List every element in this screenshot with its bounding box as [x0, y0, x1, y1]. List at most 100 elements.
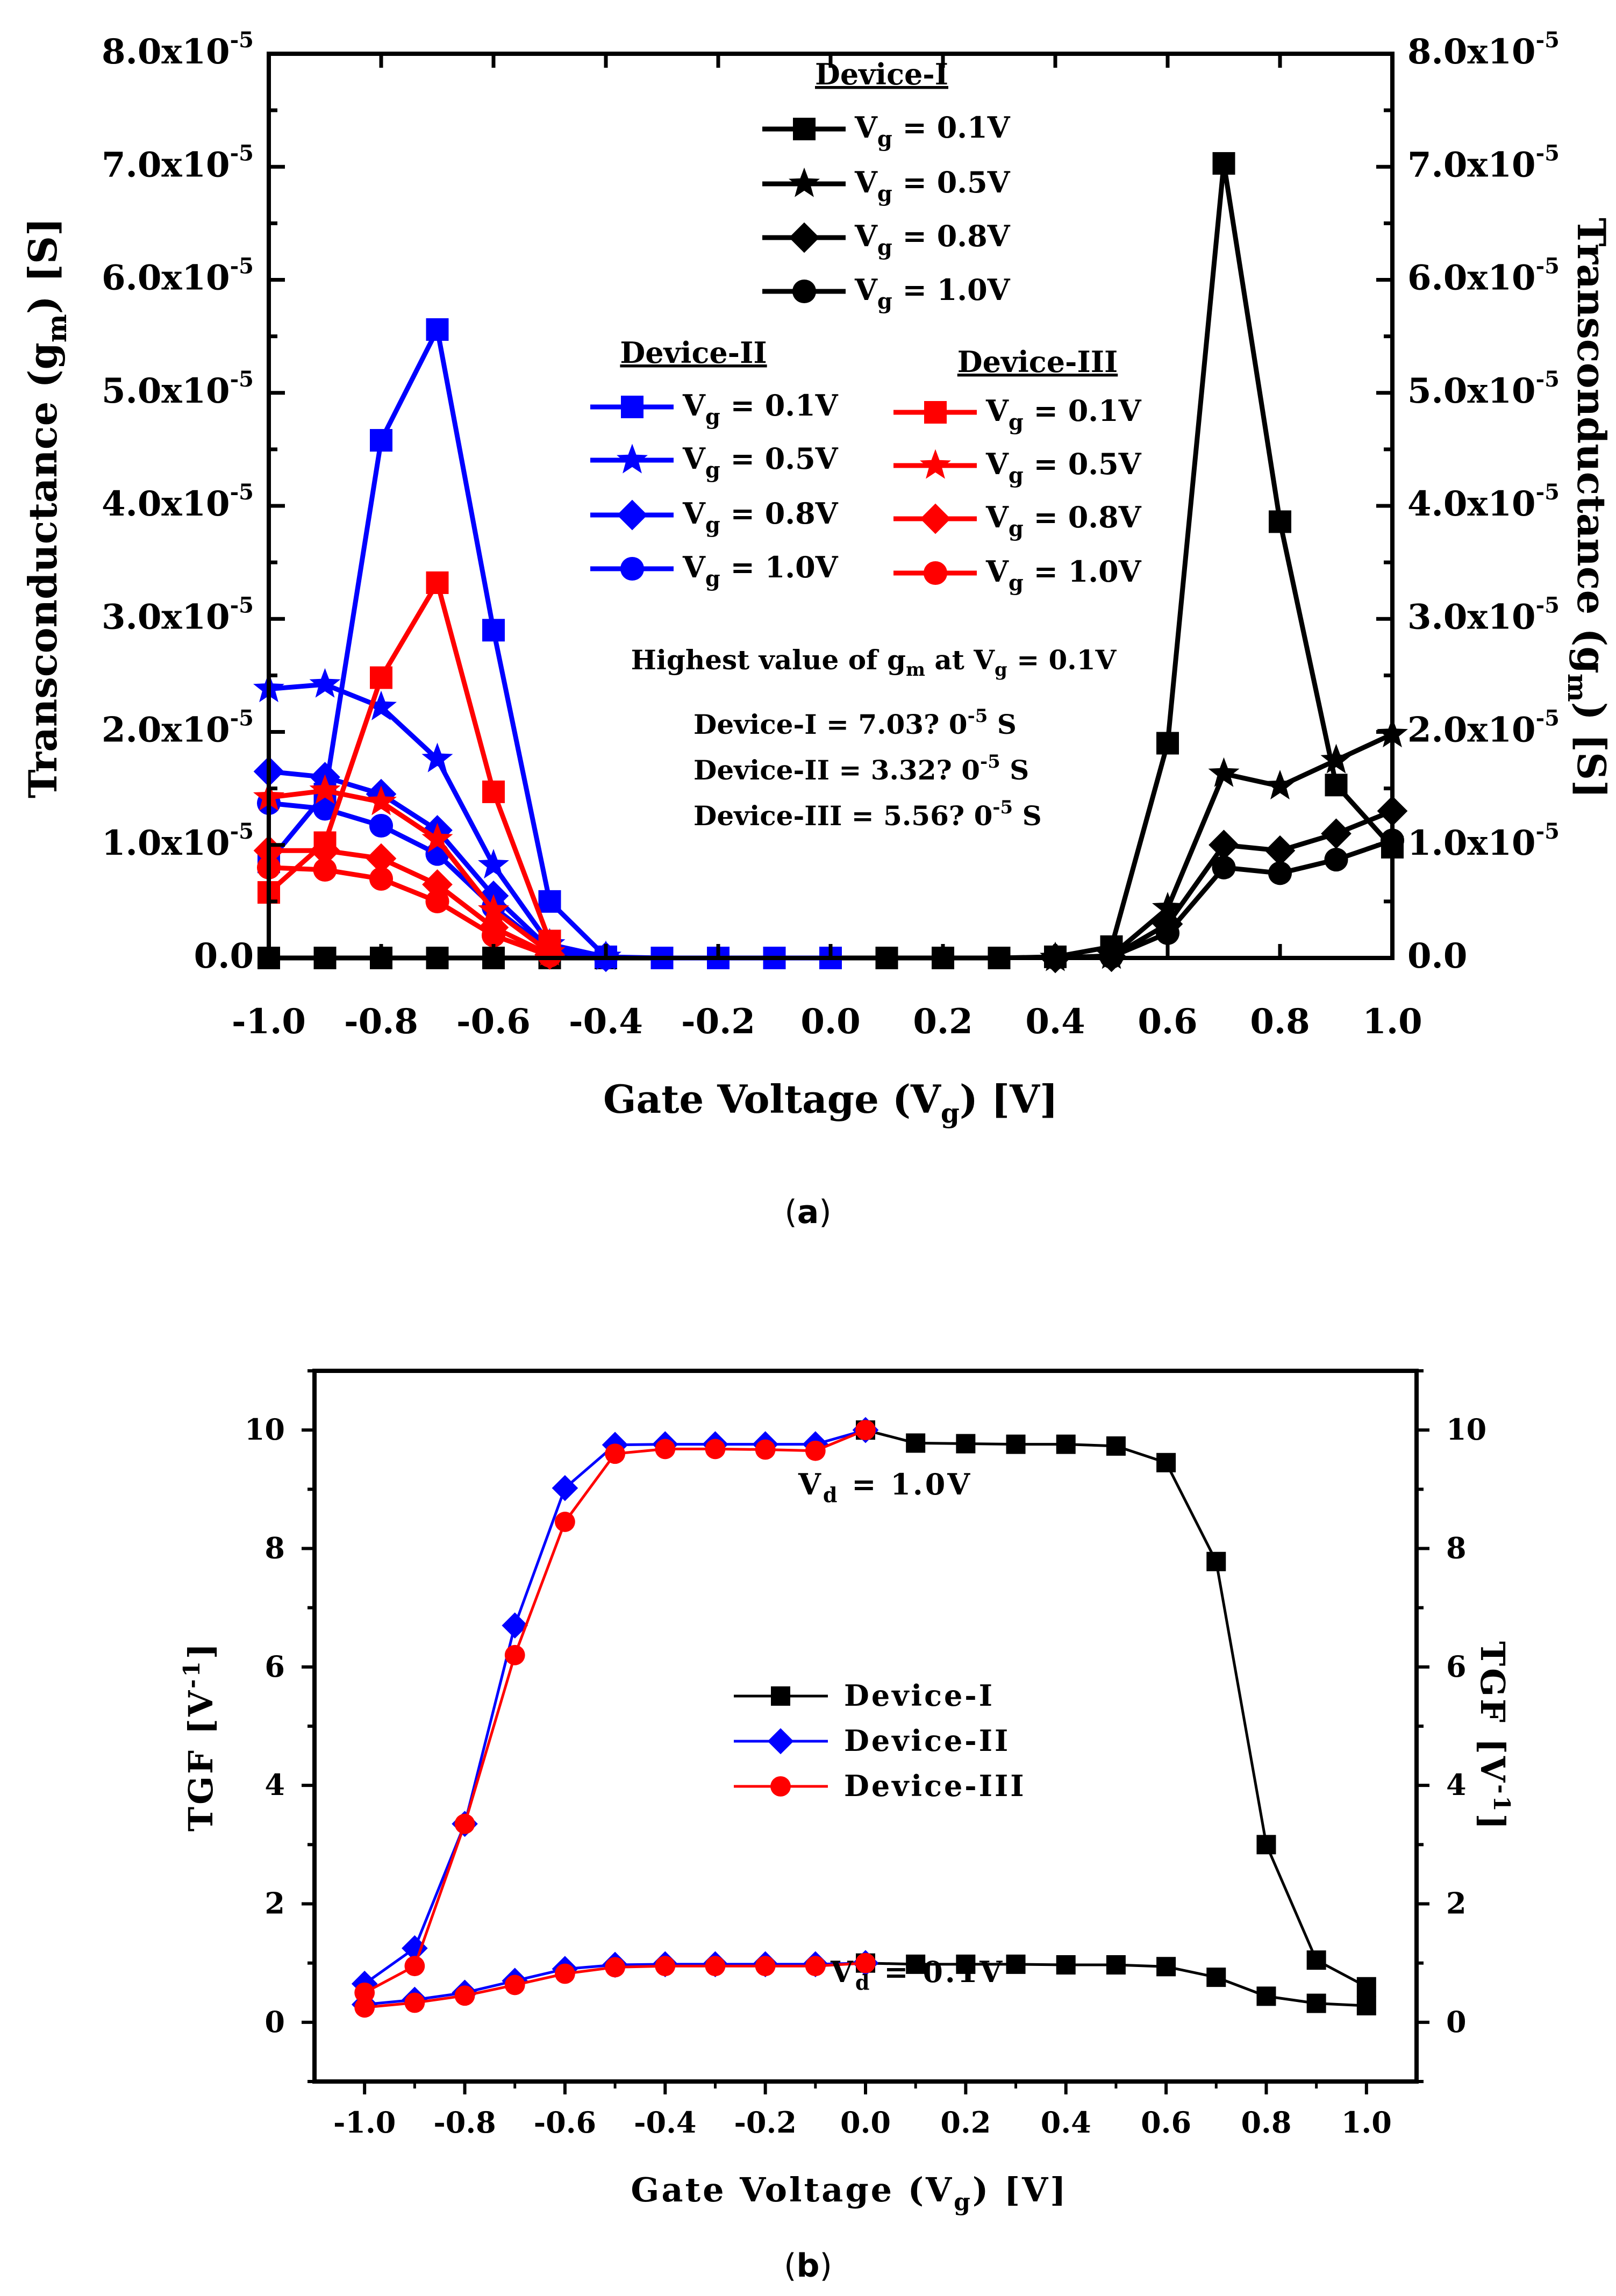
b-point-0-3	[1006, 1434, 1026, 1454]
a-x-tick-label-10: 1.0	[1362, 1002, 1422, 1042]
a-point-1-3	[1208, 757, 1240, 787]
b-x-tick-label-7: 0.4	[1041, 2105, 1091, 2140]
b-x-tick-label-4: -0.2	[734, 2105, 796, 2140]
b-point-2-3	[504, 1644, 525, 1665]
a-point-3-3	[1212, 855, 1236, 879]
b-point-2-6	[655, 1439, 676, 1460]
a-legend-marker-0-3	[792, 279, 817, 304]
b-point-5-10	[855, 1952, 876, 1973]
a-point-4-4	[482, 619, 505, 642]
a-legend-marker-1-1	[617, 444, 648, 474]
a-point-0-17	[1212, 152, 1235, 175]
b-point-2-9	[805, 1440, 826, 1461]
a-legend-label-0-0: Vg = 0.1V	[854, 110, 1011, 152]
a-legend-label-1-3: Vg = 1.0V	[682, 550, 839, 591]
a-x-tick-label-4: -0.2	[681, 1002, 755, 1042]
a-point-1-2	[1152, 892, 1183, 922]
b-x-tick-label-2: -0.6	[534, 2105, 596, 2140]
b-point-3-1	[906, 1954, 926, 1974]
b-point-1-4	[552, 1475, 578, 1501]
a-point-9-2	[366, 785, 397, 816]
a-x-tick-label-5: 0.0	[800, 1002, 860, 1042]
a-x-tick-label-0: -1.0	[232, 1002, 306, 1042]
a-legend-title-0: Device-I	[815, 57, 948, 91]
b-point-5-9	[805, 1956, 826, 1977]
b-x-tick-label-5: 0.0	[840, 2105, 891, 2140]
b-y-tick-label-right-4: 8	[1446, 1531, 1467, 1565]
b-legend-marker-2	[770, 1776, 791, 1797]
b-point-3-3	[1006, 1954, 1026, 1974]
a-point-11-4	[481, 923, 506, 947]
b-x-tick-label-9: 0.8	[1241, 2105, 1291, 2140]
a-legend-label-1-2: Vg = 0.8V	[682, 496, 839, 538]
a-point-0-19	[1325, 774, 1348, 797]
b-legend-label-0: Device-I	[844, 1678, 995, 1713]
b-legend-label-1: Device-II	[844, 1723, 1010, 1758]
b-x-tick-label-3: -0.4	[634, 2105, 696, 2140]
b-x-tick-label-0: -1.0	[333, 2105, 396, 2140]
a-y-tick-label-3: 3.0x10-5	[102, 592, 254, 637]
b-point-5-4	[555, 1963, 575, 1984]
a-point-3-5	[1324, 848, 1348, 872]
b-legend-marker-1	[767, 1728, 794, 1755]
b-point-5-7	[705, 1956, 726, 1977]
b-x-tick-label-1: -0.8	[433, 2105, 496, 2140]
b-point-1-1	[402, 1935, 428, 1962]
b-ticks-layer: -1.0 -0.8 -0.6 -0.4 -0.2 0.0 0.2 0.4 0.6 0.8 1.0 0 0…	[245, 1369, 1486, 2140]
a-y-tick-label-right-0: 0.0	[1407, 936, 1467, 976]
a-legend-marker-2-3	[923, 561, 948, 585]
a-y-tick-label-right-6: 6.0x10-5	[1407, 254, 1560, 298]
a-point-10-2	[366, 843, 397, 874]
b-point-3-5	[1106, 1955, 1126, 1975]
a-point-1-4	[1264, 770, 1296, 800]
a-y-axis-title-right: Transconductance (gm) [S]	[1562, 218, 1614, 798]
a-y-tick-label-right-4: 4.0x10-5	[1407, 480, 1560, 524]
a-point-9-3	[421, 822, 453, 853]
a-legend-label-2-0: Vg = 0.1V	[985, 394, 1142, 435]
a-legend-marker-1-3	[620, 556, 645, 581]
a-y-axis-title: Transconductance (gm) [S]	[20, 218, 73, 798]
b-y-tick-label-right-5: 10	[1446, 1412, 1486, 1447]
a-annotation-line-3: Device-III = 5.56? 0-5 S	[693, 797, 1042, 832]
a-y-tick-label-0: 0.0	[194, 936, 254, 976]
b-legend-marker-0	[771, 1686, 790, 1706]
a-point-10-3	[422, 869, 453, 900]
a-x-tick-label-9: 0.8	[1250, 1002, 1310, 1042]
b-point-2-4	[555, 1512, 575, 1532]
a-point-3-2	[1155, 921, 1180, 945]
a-legend-label-2-3: Vg = 1.0V	[985, 554, 1142, 596]
a-legend-marker-2-0	[924, 401, 947, 424]
b-point-3-4	[1056, 1955, 1076, 1975]
b-y-axis-title-right: TGF [V-1]	[1473, 1641, 1515, 1832]
a-point-11-2	[369, 867, 394, 891]
b-point-2-7	[705, 1439, 726, 1460]
a-legend-label-0-2: Vg = 0.8V	[854, 219, 1011, 260]
a-legend-marker-1-0	[621, 396, 643, 418]
a-x-tick-label-2: -0.6	[456, 1002, 531, 1042]
b-point-2-10	[855, 1420, 876, 1441]
b-point-5-5	[605, 1957, 625, 1978]
caption-b: (b)	[784, 2247, 832, 2285]
a-legend-label-2-1: Vg = 0.5V	[985, 447, 1142, 488]
b-legend-label-2: Device-III	[844, 1769, 1026, 1803]
b-point-1-3	[502, 1612, 528, 1639]
a-x-tick-label-7: 0.4	[1025, 1002, 1085, 1042]
a-y-tick-label-5: 5.0x10-5	[102, 367, 254, 411]
b-point-0-5	[1106, 1436, 1126, 1456]
a-y-tick-label-1: 1.0x10-5	[102, 819, 254, 863]
a-legend-label-1-1: Vg = 0.5V	[682, 441, 839, 483]
a-point-11-1	[313, 857, 337, 882]
b-y-tick-label-3: 6	[264, 1649, 285, 1684]
a-point-11-5	[538, 943, 562, 968]
b-y-axis-title: TGF [V-1]	[178, 1641, 220, 1832]
a-point-0-18	[1269, 510, 1291, 533]
a-legend: Device-I Vg = 0.1V Vg = 0.5V Vg = 0.8V Vg = …	[590, 57, 1142, 596]
a-point-3-4	[1268, 861, 1292, 885]
a-y-tick-label-7: 7.0x10-5	[102, 140, 254, 185]
b-series-line-2	[364, 1428, 866, 1994]
a-legend-marker-0-1	[789, 167, 820, 197]
a-legend-label-2-2: Vg = 0.8V	[985, 500, 1142, 541]
b-point-3-10	[1356, 1995, 1376, 2015]
a-y-tick-label-8: 8.0x10-5	[102, 27, 254, 72]
b-legend: Device-I Device-II Device-III	[734, 1678, 1026, 1803]
